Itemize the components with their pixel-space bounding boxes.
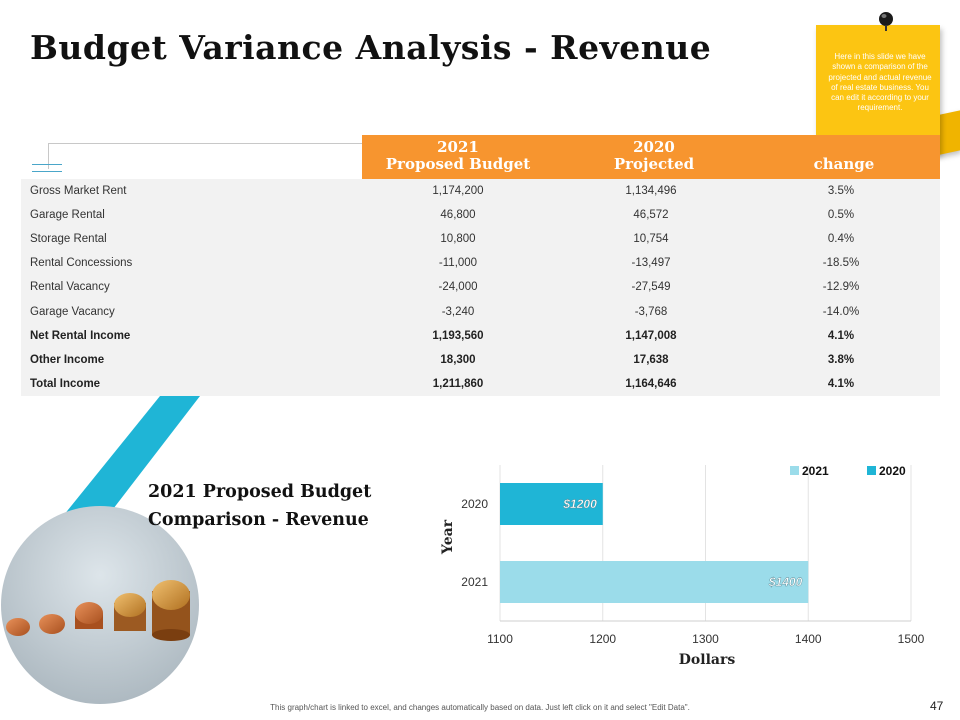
revenue-bar-chart: $1200 $1400 1100 1200 1300 1400 1500 2020 2021… <box>440 464 925 668</box>
legend-swatch-2021 <box>790 466 799 475</box>
x-tick-label: 1100 <box>487 632 513 646</box>
sticky-note <box>816 25 940 153</box>
cell-change: -12.9% <box>822 281 860 293</box>
cell-projected: -3,768 <box>634 306 668 318</box>
chart-heading: 2021 Proposed Budget Comparison - Revenu… <box>148 482 372 530</box>
row-label: Net Rental Income <box>30 330 131 342</box>
cell-budget: 18,300 <box>440 354 476 366</box>
cell-budget: 46,800 <box>440 209 476 221</box>
pushpin-icon <box>879 12 893 31</box>
header-change: change <box>813 155 875 173</box>
table-row: Garage Rental 46,800 46,572 0.5% <box>21 203 940 227</box>
legend-label-2020: 2020 <box>879 464 906 478</box>
table-row: Net Rental Income 1,193,560 1,147,008 4.… <box>21 324 940 348</box>
table-row: Rental Vacancy -24,000 -27,549 -12.9% <box>21 275 940 299</box>
cell-change: -18.5% <box>822 257 860 269</box>
bar-data-label: $1400 <box>768 575 803 589</box>
table-corner-line <box>48 143 363 169</box>
cell-budget: 10,800 <box>440 233 476 245</box>
cell-change: 4.1% <box>827 330 855 342</box>
bar-2020-2020 <box>500 483 603 525</box>
table-row: Gross Market Rent 1,174,200 1,134,496 3.… <box>21 179 940 203</box>
table-row: Other Income 18,300 17,638 3.8% <box>21 348 940 372</box>
row-label: Garage Rental <box>30 209 105 221</box>
table-row: Rental Concessions -11,000 -13,497 -18.5… <box>21 251 940 275</box>
cell-projected: 46,572 <box>633 209 669 221</box>
y-axis-label: Year <box>440 519 456 555</box>
cell-budget: 1,193,560 <box>432 330 484 342</box>
table-row: Storage Rental 10,800 10,754 0.4% <box>21 227 940 251</box>
cell-projected: 1,164,646 <box>625 378 677 390</box>
x-tick-label: 1400 <box>795 632 822 646</box>
header-projected: 2020 Projected <box>613 138 695 173</box>
y-tick-label: 2021 <box>461 575 488 589</box>
x-tick-label: 1200 <box>589 632 616 646</box>
x-tick-label: 1300 <box>692 632 719 646</box>
cell-projected: 17,638 <box>633 354 669 366</box>
cell-change: -14.0% <box>822 306 860 318</box>
legend-label-2021: 2021 <box>802 464 829 478</box>
cell-change: 0.5% <box>827 209 855 221</box>
row-label: Garage Vacancy <box>30 306 115 318</box>
cell-change: 3.5% <box>827 185 855 197</box>
header-proposed-budget: 2021 Proposed Budget <box>385 138 531 173</box>
legend-swatch-2020 <box>867 466 876 475</box>
row-label: Rental Concessions <box>30 257 133 269</box>
row-label: Gross Market Rent <box>30 185 127 197</box>
table-body: Gross Market Rent 1,174,200 1,134,496 3.… <box>21 179 940 396</box>
row-label: Storage Rental <box>30 233 107 245</box>
cell-projected: 1,147,008 <box>625 330 677 342</box>
x-axis-label: Dollars <box>679 652 736 668</box>
cell-change: 3.8% <box>827 354 855 366</box>
cell-budget: -24,000 <box>438 281 478 293</box>
page-number: 47 <box>930 699 944 713</box>
cell-change: 0.4% <box>827 233 855 245</box>
footer-note: This graph/chart is linked to excel, and… <box>270 703 690 712</box>
page-title: Budget Variance Analysis - Revenue <box>30 28 712 67</box>
bar-2021-2021 <box>500 561 809 603</box>
cell-budget: 1,211,860 <box>432 378 484 390</box>
decorative-stripe <box>55 396 200 526</box>
cell-change: 4.1% <box>827 378 855 390</box>
row-label: Other Income <box>30 354 105 366</box>
cell-projected: 10,754 <box>633 233 669 245</box>
cell-budget: 1,174,200 <box>432 185 484 197</box>
x-tick-label: 1500 <box>898 632 925 646</box>
coins-photo <box>1 506 199 704</box>
cell-projected: -13,497 <box>631 257 671 269</box>
sticky-note-text: Here in this slide we have shown a compa… <box>828 52 932 113</box>
cell-budget: -11,000 <box>438 257 478 269</box>
table-header: 2021 Proposed Budget 2020 Projected chan… <box>362 135 940 179</box>
table-row: Total Income 1,211,860 1,164,646 4.1% <box>21 372 940 396</box>
row-label: Rental Vacancy <box>30 281 110 293</box>
y-tick-label: 2020 <box>461 497 488 511</box>
row-label: Total Income <box>30 378 101 390</box>
table-corner-mark <box>32 164 62 172</box>
cell-projected: -27,549 <box>631 281 671 293</box>
table-row: Garage Vacancy -3,240 -3,768 -14.0% <box>21 300 940 324</box>
cell-budget: -3,240 <box>441 306 475 318</box>
bar-data-label: $1200 <box>562 497 597 511</box>
cell-projected: 1,134,496 <box>625 185 677 197</box>
